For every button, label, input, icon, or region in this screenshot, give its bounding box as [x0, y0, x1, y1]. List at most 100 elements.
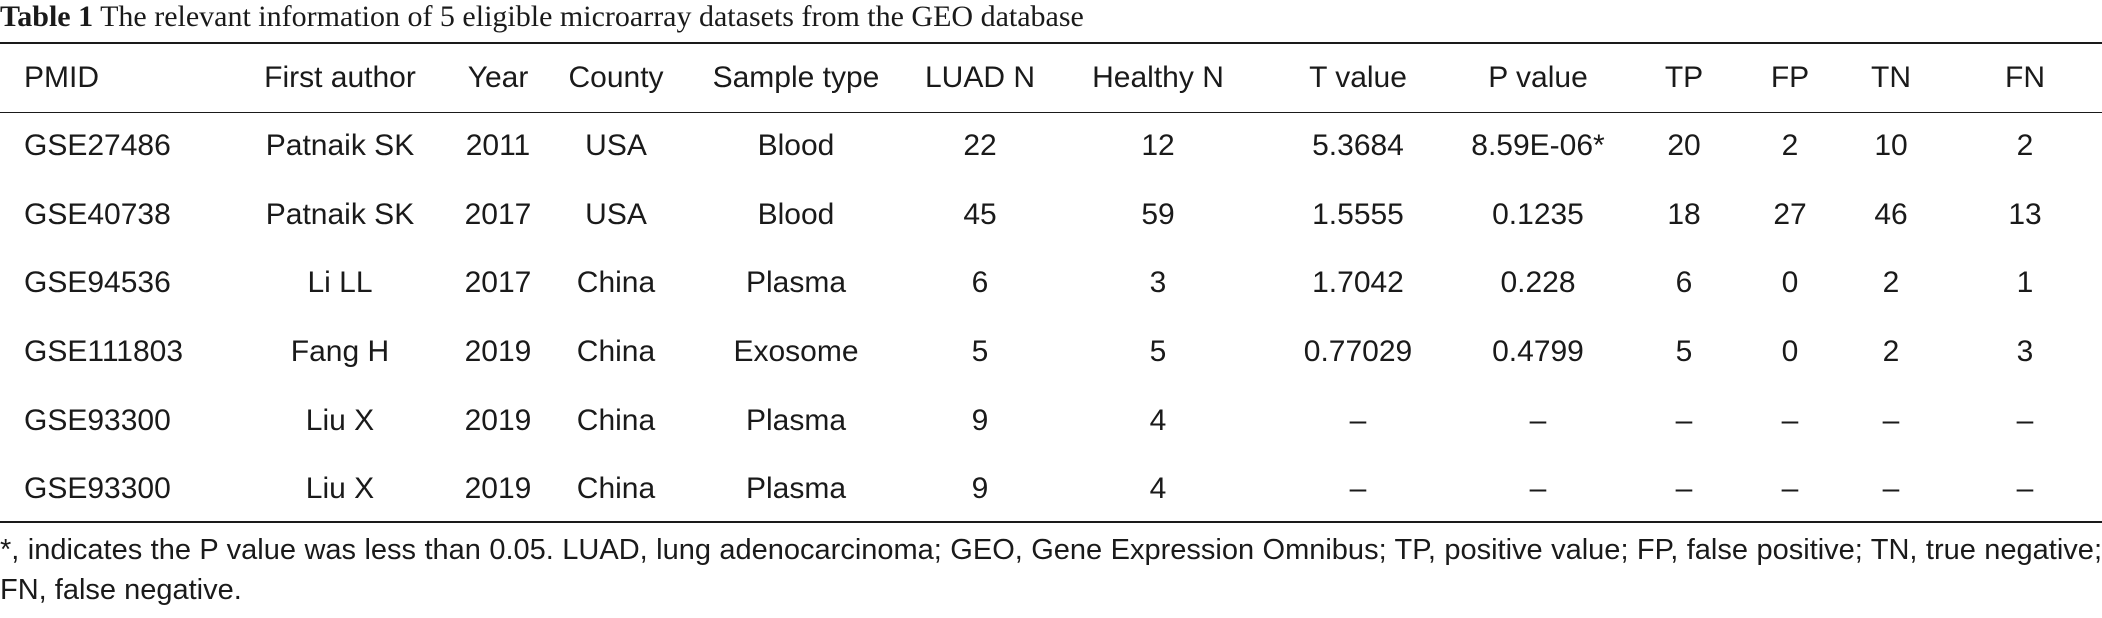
table-cell: 2 — [1882, 335, 1900, 369]
table-title: The relevant information of 5 eligible m… — [100, 0, 1084, 33]
table-label: Table 1 — [0, 0, 94, 33]
header-row: PMID First author Year County Sample type LUA… — [0, 44, 2102, 112]
table-cell: Liu X — [305, 472, 375, 506]
table-cell: 5 — [1149, 335, 1167, 369]
table-row: GSE94536 Li LL 2017 China Plasma 6 3 1.7042 0.22… — [0, 249, 2102, 318]
table-cell: – — [1781, 472, 1799, 506]
table-row: GSE27486 Patnaik SK 2011 USA Blood 22 12 5.3684… — [0, 112, 2102, 181]
table-cell: Liu X — [305, 403, 375, 437]
column-header: Healthy N — [1092, 61, 1224, 94]
table-cell: 59 — [1141, 197, 1175, 231]
datasets-table: PMID First author Year County Sample type LUA… — [0, 44, 2102, 524]
table-cell: 1.5555 — [1312, 197, 1404, 231]
table-cell: GSE93300 — [24, 403, 171, 437]
table-cell: 6 — [971, 266, 989, 300]
table-cell: 1.7042 — [1312, 266, 1404, 300]
table-cell: 0 — [1781, 266, 1799, 300]
table-cell: – — [1529, 472, 1547, 506]
table-cell: USA — [585, 197, 647, 231]
table-cell: 2 — [2016, 129, 2034, 163]
table-cell: 22 — [963, 129, 997, 163]
table-cell: 3 — [2016, 335, 2034, 369]
table-cell: 8.59E-06* — [1471, 129, 1605, 163]
table-cell: 2019 — [464, 472, 532, 506]
table-cell: Plasma — [745, 403, 847, 437]
column-header: FN — [2005, 61, 2045, 94]
column-header: County — [568, 61, 664, 94]
column-header: Year — [467, 61, 529, 94]
table-cell: 45 — [963, 197, 997, 231]
table-cell: 0.1235 — [1492, 197, 1584, 231]
table-cell: 5 — [971, 335, 989, 369]
table-footnote: *, indicates the P value was less than 0… — [0, 534, 2102, 606]
table-cell: 0.228 — [1500, 266, 1576, 300]
table-cell: Plasma — [745, 472, 847, 506]
table-row: GSE40738 Patnaik SK 2017 USA Blood 45 59 1.5555… — [0, 181, 2102, 250]
table-cell: Patnaik SK — [265, 129, 415, 163]
column-header: FP — [1770, 61, 1810, 94]
table-cell: 18 — [1667, 197, 1701, 231]
table-cell: 46 — [1874, 197, 1908, 231]
column-header: P value — [1488, 61, 1588, 94]
table-cell: 6 — [1675, 266, 1693, 300]
table-cell: 5 — [1675, 335, 1693, 369]
table-cell: 4 — [1149, 403, 1167, 437]
table-cell: – — [1529, 403, 1547, 437]
table-caption: Table 1 The relevant information of 5 el… — [0, 0, 2102, 40]
table-cell: – — [1675, 472, 1693, 506]
table-cell: – — [2016, 403, 2034, 437]
table-cell: 27 — [1773, 197, 1807, 231]
table-cell: 2017 — [464, 197, 532, 231]
table-body: GSE27486 Patnaik SK 2011 USA Blood 22 12 5.3684… — [0, 112, 2102, 524]
table-cell: – — [1349, 472, 1367, 506]
table-cell: – — [1675, 403, 1693, 437]
table-cell: 2 — [1781, 129, 1799, 163]
table-cell: Blood — [757, 197, 835, 231]
table-cell: – — [1781, 403, 1799, 437]
table-cell: 2 — [1882, 266, 1900, 300]
table-cell: China — [576, 266, 656, 300]
top-rule — [0, 42, 2102, 44]
bottom-rule — [0, 521, 2102, 523]
table-cell: 10 — [1874, 129, 1908, 163]
table-cell: 0.4799 — [1492, 335, 1584, 369]
table-cell: 2019 — [464, 403, 532, 437]
table-cell: 9 — [971, 403, 989, 437]
table-cell: 0 — [1781, 335, 1799, 369]
table-cell: 12 — [1141, 129, 1175, 163]
table-cell: – — [1882, 403, 1900, 437]
table-cell: Li LL — [307, 266, 373, 300]
table-cell: – — [1349, 403, 1367, 437]
table-cell: GSE27486 — [24, 129, 171, 163]
table-cell: GSE94536 — [24, 266, 171, 300]
table-cell: China — [576, 335, 656, 369]
column-header: LUAD N — [924, 61, 1036, 94]
table-cell: China — [576, 472, 656, 506]
column-header: Sample type — [712, 61, 880, 94]
column-header: First author — [264, 61, 416, 94]
table-row: GSE93300 Liu X 2019 China Plasma 9 4 – – – – – – — [0, 455, 2102, 524]
table-cell: – — [1882, 472, 1900, 506]
table-cell: 3 — [1149, 266, 1167, 300]
column-header: TN — [1871, 61, 1911, 94]
table-cell: 4 — [1149, 472, 1167, 506]
table-cell: – — [2016, 472, 2034, 506]
table-cell: 20 — [1667, 129, 1701, 163]
table-row: GSE93300 Liu X 2019 China Plasma 9 4 – – – – – – — [0, 386, 2102, 455]
table-cell: Fang H — [290, 335, 390, 369]
table-cell: 13 — [2008, 197, 2042, 231]
header-rule — [0, 112, 2102, 113]
table-cell: GSE93300 — [24, 472, 171, 506]
table-cell: 2017 — [464, 266, 532, 300]
table-cell: GSE40738 — [24, 197, 171, 231]
table-cell: 0.77029 — [1303, 335, 1413, 369]
table-cell: GSE111803 — [24, 335, 184, 369]
column-header: T value — [1309, 61, 1407, 94]
table-cell: Plasma — [745, 266, 847, 300]
table-cell: 9 — [971, 472, 989, 506]
table-cell: China — [576, 403, 656, 437]
table-cell: Patnaik SK — [265, 197, 415, 231]
table-cell: 2011 — [465, 129, 531, 163]
table-cell: Blood — [757, 129, 835, 163]
table-cell: 5.3684 — [1312, 129, 1404, 163]
